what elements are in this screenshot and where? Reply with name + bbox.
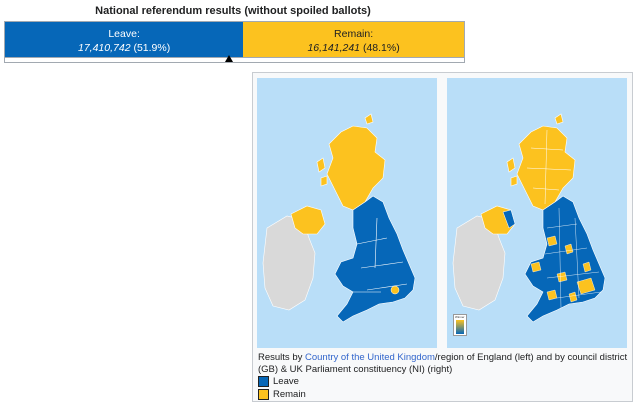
region-borders	[353, 217, 408, 293]
scotland-islands-remain	[316, 113, 374, 187]
leave-label: Leave:	[108, 28, 140, 40]
figure-caption: Results by Country of the United Kingdom…	[258, 352, 630, 376]
inset-legend-text: Winner	[455, 315, 465, 319]
london-remain	[390, 285, 400, 295]
map-by-region[interactable]	[257, 78, 437, 348]
legend-label-remain: Remain	[273, 388, 306, 400]
map-by-region-svg	[262, 113, 416, 323]
map-inset-legend: Winner	[453, 314, 467, 336]
results-bar: Leave: 17,410,742 (51.9%) Remain: 16,141…	[4, 21, 465, 58]
map-by-district[interactable]: Winner	[447, 78, 627, 348]
figure-legend: Leave Remain	[258, 375, 306, 401]
remain-votes: 16,141,241	[307, 42, 361, 54]
caption-suffix: /region of England (left) and by council…	[258, 352, 628, 375]
caption-prefix: Results by	[258, 352, 305, 363]
northern-ireland-leave-part	[502, 209, 516, 229]
leave-segment: Leave: 17,410,742 (51.9%)	[5, 22, 244, 57]
results-bar-title: National referendum results (without spo…	[95, 5, 371, 17]
legend-item-remain: Remain	[258, 388, 306, 400]
remain-label: Remain:	[334, 28, 374, 40]
england-wales-leave	[334, 195, 416, 323]
remain-segment: Remain: 16,141,241 (48.1%)	[243, 22, 464, 57]
map-by-district-svg	[452, 113, 606, 323]
scotland-remain	[326, 125, 386, 211]
legend-item-leave: Leave	[258, 375, 306, 387]
scotland-district-borders	[526, 129, 572, 205]
country-of-uk-link[interactable]: Country of the United Kingdom	[305, 352, 435, 363]
remain-swatch	[258, 388, 269, 400]
legend-label-leave: Leave	[273, 375, 299, 387]
leave-votes: 17,410,742	[77, 42, 131, 54]
results-map-figure: Winner Results by Country of the United …	[252, 72, 633, 402]
majority-marker-icon	[225, 55, 233, 62]
england-wales-leave	[524, 195, 606, 323]
results-scale	[4, 58, 465, 63]
northern-ireland-remain	[290, 205, 326, 235]
remain-percent: (48.1%)	[362, 42, 400, 54]
inset-legend-swatch	[456, 320, 464, 334]
district-borders	[544, 207, 602, 309]
leave-percent: (51.9%)	[133, 42, 171, 54]
leave-swatch	[258, 375, 269, 387]
scotland-islands-remain	[506, 113, 564, 187]
